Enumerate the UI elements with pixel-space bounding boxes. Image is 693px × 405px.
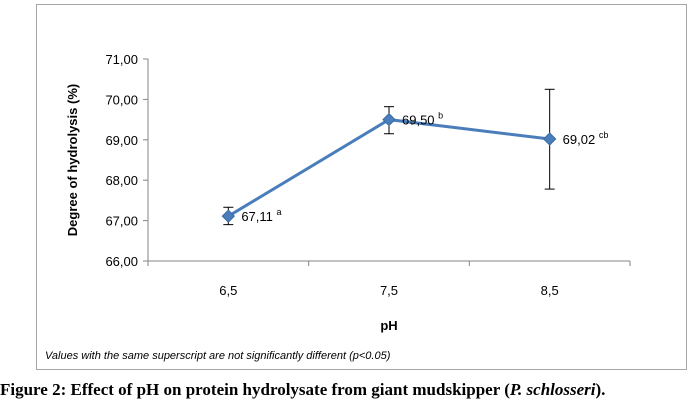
data-label-superscript: a bbox=[277, 207, 282, 217]
x-tick-label: 8,5 bbox=[541, 283, 559, 298]
chart-frame bbox=[36, 4, 687, 370]
data-point-marker bbox=[542, 132, 557, 146]
data-label-superscript: b bbox=[438, 111, 443, 121]
caption-prefix: Figure 2: Effect of pH on protein hydrol… bbox=[0, 380, 510, 399]
caption-suffix: ). bbox=[595, 380, 606, 399]
data-label: 69,02 cb bbox=[563, 130, 609, 147]
y-tick-label: 67,00 bbox=[105, 214, 138, 229]
x-axis-title: pH bbox=[380, 318, 397, 333]
y-tick-label: 71,00 bbox=[105, 52, 138, 67]
data-label: 67,11 a bbox=[241, 207, 281, 224]
y-tick-label: 66,00 bbox=[105, 254, 138, 269]
caption-species: P. schlosseri bbox=[509, 380, 596, 399]
figure-caption: Figure 2: Effect of pH on protein hydrol… bbox=[0, 380, 693, 400]
line-chart: 66,00 67,00 68,00 69,00 70,00 71,00 6,5 7,5 8,5 p… bbox=[65, 52, 631, 333]
y-axis-title: Degree of hydrolysis (%) bbox=[65, 84, 80, 236]
data-label-superscript: cb bbox=[599, 130, 609, 140]
data-point-marker bbox=[382, 112, 396, 127]
significance-note: Values with the same superscript are not… bbox=[45, 350, 391, 362]
y-tick-label: 70,00 bbox=[105, 92, 138, 107]
y-tick-label: 68,00 bbox=[105, 173, 138, 188]
x-tick-label: 6,5 bbox=[219, 283, 237, 298]
y-tick-label: 69,00 bbox=[105, 133, 138, 148]
data-label: 69,50 b bbox=[402, 111, 443, 128]
data-point-marker bbox=[221, 209, 236, 223]
x-tick-label: 7,5 bbox=[380, 283, 398, 298]
